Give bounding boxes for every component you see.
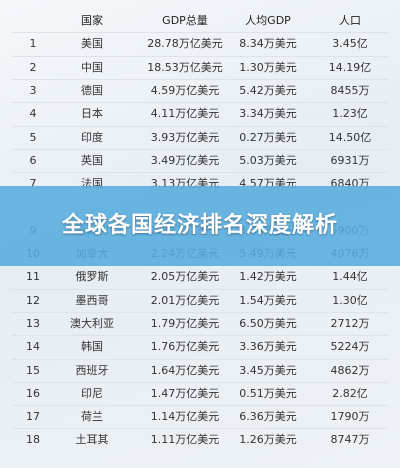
banner-title: 全球各国经济排名深度解析 (61, 213, 338, 238)
gdp: 2.01万亿美元 (150, 293, 220, 307)
row-divider (12, 405, 388, 407)
row-divider (12, 55, 388, 57)
rank: 7 (29, 177, 37, 191)
population: 1.44亿 (332, 270, 368, 284)
rank: 16 (26, 386, 40, 400)
country: 英国 (81, 153, 103, 167)
gdp: 1.76万亿美元 (150, 340, 220, 354)
rank: 15 (26, 363, 40, 377)
population: 2712万 (330, 316, 370, 330)
rank: 13 (26, 316, 40, 330)
per-capita: 0.51万美元 (239, 386, 297, 400)
country: 土耳其 (75, 433, 109, 447)
gdp: 3.93万亿美元 (150, 130, 220, 144)
rank: 3 (29, 83, 37, 97)
row-divider (12, 78, 388, 80)
country: 墨西哥 (75, 293, 109, 307)
column-header: 人口 (339, 14, 361, 27)
population: 14.19亿 (328, 60, 372, 74)
per-capita: 3.45万美元 (239, 363, 297, 377)
country: 中国 (81, 60, 103, 74)
gdp: 1.14万亿美元 (150, 410, 220, 424)
gdp: 3.49万亿美元 (150, 153, 220, 167)
per-capita: 3.36万美元 (239, 340, 297, 354)
rank: 1 (29, 37, 37, 51)
row-divider (12, 32, 388, 34)
row-divider (12, 172, 388, 174)
rank: 4 (29, 107, 37, 121)
country: 俄罗斯 (75, 270, 109, 284)
per-capita: 8.34万美元 (239, 37, 297, 51)
population: 8455万 (330, 83, 370, 97)
country: 西班牙 (75, 363, 109, 377)
banner: 全球各国经济排名深度解析 (0, 186, 400, 266)
per-capita: 5.42万美元 (239, 83, 297, 97)
rank: 17 (26, 410, 40, 424)
country: 印尼 (81, 386, 103, 400)
country: 韩国 (81, 340, 103, 354)
population: 1.30亿 (332, 293, 368, 307)
country: 印度 (81, 130, 103, 144)
population: 14.50亿 (328, 130, 372, 144)
per-capita: 1.42万美元 (239, 270, 297, 284)
population: 5224万 (330, 340, 370, 354)
gdp: 18.53万亿美元 (147, 60, 223, 74)
rank: 2 (29, 60, 37, 74)
population: 1.23亿 (332, 107, 368, 121)
per-capita: 6.50万美元 (239, 316, 297, 330)
country: 美国 (81, 37, 103, 51)
population: 8747万 (330, 433, 370, 447)
column-header: GDP总量 (162, 14, 208, 27)
gdp: 1.64万亿美元 (150, 363, 220, 377)
per-capita: 3.34万美元 (239, 107, 297, 121)
population: 3.45亿 (332, 37, 368, 51)
per-capita: 0.27万美元 (239, 130, 297, 144)
row-divider (12, 335, 388, 337)
gdp: 28.78万亿美元 (147, 37, 223, 51)
row-divider (12, 311, 388, 313)
row-divider (12, 125, 388, 127)
country: 德国 (81, 83, 103, 97)
population: 2.82亿 (332, 386, 368, 400)
gdp: 1.79万亿美元 (150, 316, 220, 330)
row-divider (12, 358, 388, 360)
per-capita: 5.03万美元 (239, 153, 297, 167)
row-divider (12, 102, 388, 104)
per-capita: 1.26万美元 (239, 433, 297, 447)
country: 日本 (81, 107, 103, 121)
rank: 6 (29, 153, 37, 167)
column-header: 国家 (81, 14, 103, 27)
gdp: 2.05万亿美元 (150, 270, 220, 284)
rank: 11 (26, 270, 40, 284)
gdp: 4.11万亿美元 (150, 107, 220, 121)
country: 澳大利亚 (70, 316, 114, 330)
per-capita: 6.36万美元 (239, 410, 297, 424)
per-capita: 1.54万美元 (239, 293, 297, 307)
rank: 5 (29, 130, 37, 144)
gdp: 1.11万亿美元 (150, 433, 220, 447)
gdp: 4.59万亿美元 (150, 83, 220, 97)
column-header: 人均GDP (245, 14, 291, 27)
population: 4862万 (330, 363, 370, 377)
country: 荷兰 (81, 410, 103, 424)
population: 1790万 (330, 410, 370, 424)
row-divider (12, 148, 388, 150)
row-divider (12, 428, 388, 430)
population: 6931万 (330, 153, 370, 167)
per-capita: 1.30万美元 (239, 60, 297, 74)
row-divider (12, 381, 388, 383)
rank: 12 (26, 293, 40, 307)
rank: 18 (26, 433, 40, 447)
gdp: 1.47万亿美元 (150, 386, 220, 400)
row-divider (12, 288, 388, 290)
rank: 14 (26, 340, 40, 354)
